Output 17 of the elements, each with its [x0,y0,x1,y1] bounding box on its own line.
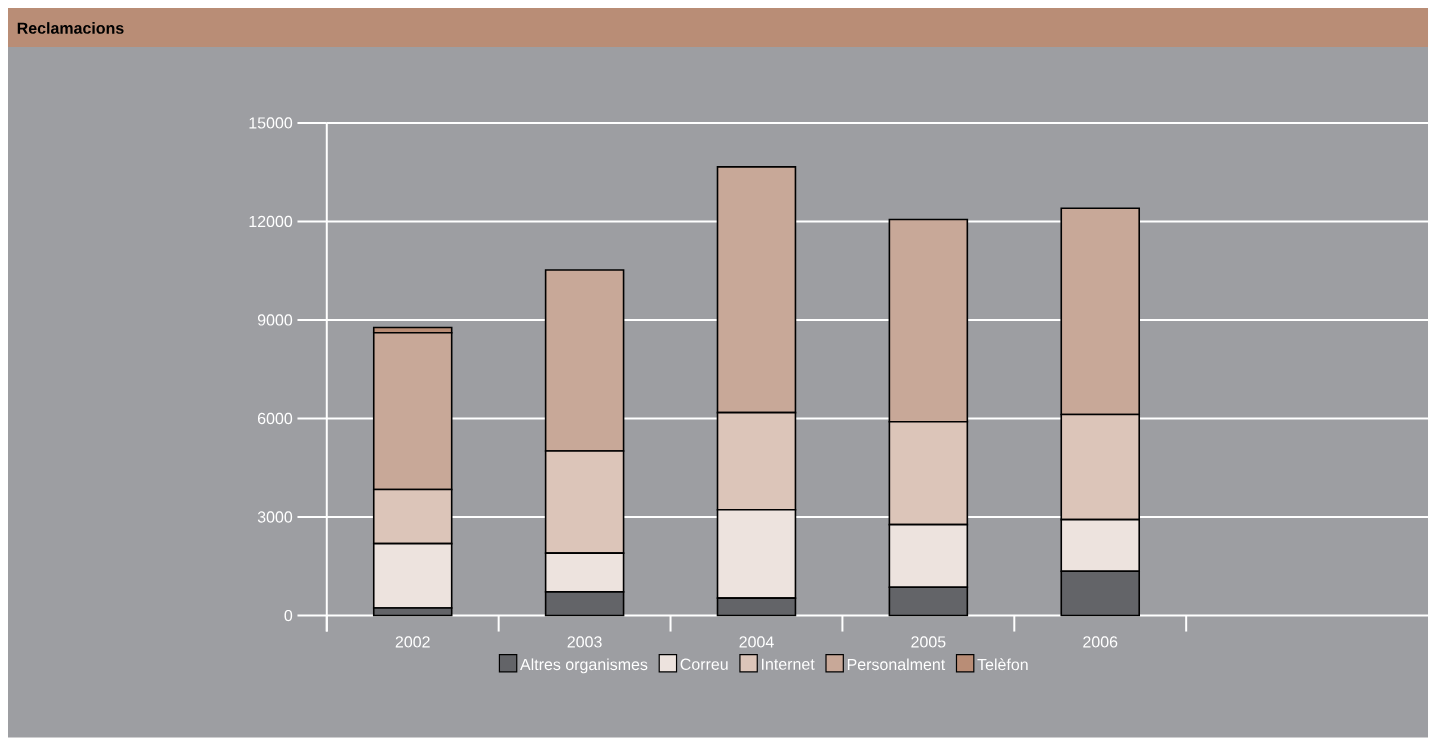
y-tick-label: 3000 [257,511,293,523]
y-tick-label: 9000 [257,314,293,326]
x-tick-label: 2003 [567,636,602,648]
legend-label: Personalment [847,658,946,670]
legend-label: Telèfon [977,658,1028,670]
y-tick-label: 6000 [258,412,293,424]
text: Reclamacions [17,21,124,34]
x-tick-label: 2002 [395,636,430,648]
y-tick-label: 12000 [249,215,293,227]
legend-label: Correu [680,658,728,670]
y-tick-label: 0 [284,609,293,621]
x-tick-label: 2005 [911,636,946,648]
x-tick-label: 2004 [739,636,774,648]
y-tick-label: 15000 [249,117,293,129]
legend-label: Internet [762,658,815,670]
x-tick-label: 2006 [1083,636,1118,648]
legend-label: Altres organismes [520,658,648,674]
